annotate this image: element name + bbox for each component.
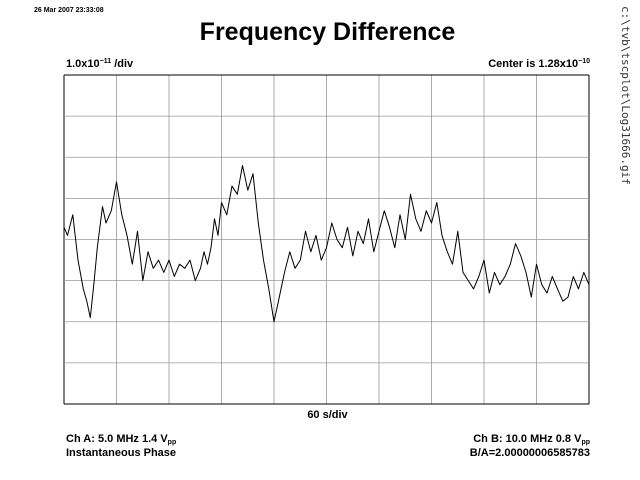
channel-b-text: Ch B: 10.0 MHz 0.8 V bbox=[473, 433, 582, 445]
horizontal-scale-label: 60 s/div bbox=[307, 409, 348, 421]
series-line bbox=[63, 165, 590, 323]
vertical-scale-exponent: −11 bbox=[99, 58, 112, 65]
timestamp: 26 Mar 2007 23:33:08 bbox=[34, 7, 104, 14]
channel-b-label: Ch B: 10.0 MHz 0.8 Vpp bbox=[473, 433, 590, 446]
channel-b-sub: pp bbox=[581, 439, 590, 446]
series-layer bbox=[63, 165, 590, 323]
channel-a-mode: Instantaneous Phase bbox=[66, 447, 177, 459]
grid bbox=[63, 74, 590, 405]
center-value-label: Center is 1.28x10−10 bbox=[488, 58, 590, 70]
vertical-scale-suffix: /div bbox=[111, 58, 134, 70]
file-path: c:\tvb\tscplot\Log31666.gif bbox=[619, 6, 632, 185]
channel-a-sub: pp bbox=[167, 439, 177, 446]
center-value-exponent: −10 bbox=[578, 58, 590, 65]
vertical-scale-prefix: 1.0x10 bbox=[66, 58, 100, 70]
vertical-scale-label: 1.0x10−11 /div bbox=[66, 58, 133, 70]
channel-a-text: Ch A: 5.0 MHz 1.4 V bbox=[66, 433, 168, 445]
ratio-label: B/A=2.00000006585783 bbox=[469, 447, 590, 459]
chart-title: Frequency Difference bbox=[199, 18, 456, 46]
center-value-prefix: Center is 1.28x10 bbox=[488, 58, 579, 70]
channel-a-label: Ch A: 5.0 MHz 1.4 Vpp bbox=[66, 433, 176, 446]
